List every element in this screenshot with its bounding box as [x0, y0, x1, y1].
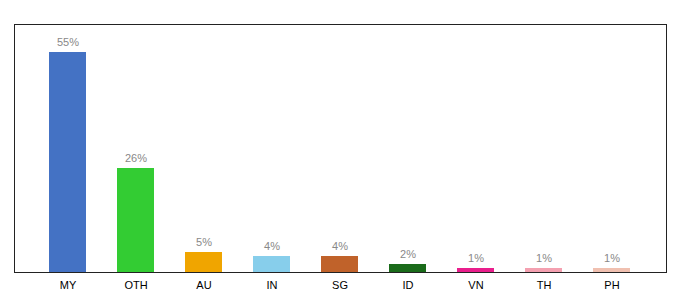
svg-text:1%: 1%: [604, 252, 620, 264]
svg-text:TH: TH: [537, 279, 552, 291]
svg-text:55%: 55%: [57, 36, 79, 48]
svg-text:26%: 26%: [125, 152, 147, 164]
svg-text:OTH: OTH: [124, 279, 147, 291]
svg-text:4%: 4%: [264, 240, 280, 252]
svg-text:PH: PH: [604, 279, 619, 291]
svg-text:SG: SG: [332, 279, 348, 291]
svg-text:ID: ID: [403, 279, 414, 291]
svg-text:AU: AU: [196, 279, 211, 291]
svg-text:MY: MY: [60, 279, 77, 291]
svg-text:1%: 1%: [468, 252, 484, 264]
svg-text:VN: VN: [468, 279, 483, 291]
svg-text:4%: 4%: [332, 240, 348, 252]
svg-text:1%: 1%: [536, 252, 552, 264]
svg-text:2%: 2%: [400, 248, 416, 260]
svg-text:5%: 5%: [196, 236, 212, 248]
svg-text:IN: IN: [267, 279, 278, 291]
